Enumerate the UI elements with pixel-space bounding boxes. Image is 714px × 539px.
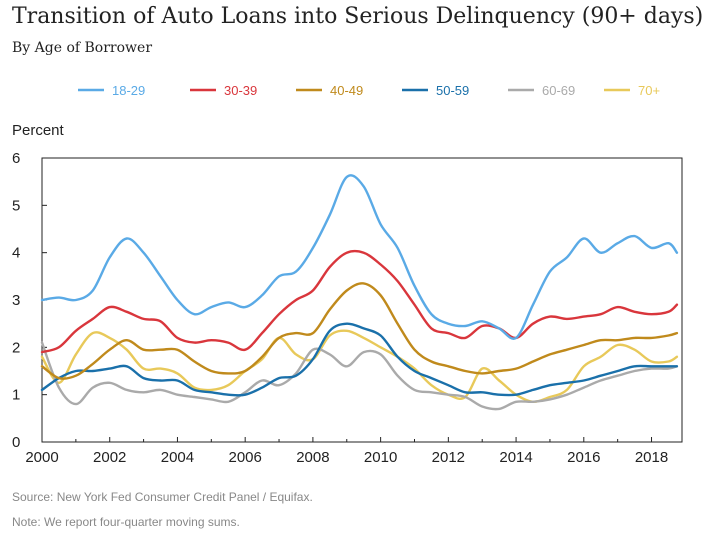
x-tick-label: 2008 — [296, 449, 329, 466]
legend-label-30-39: 30-39 — [224, 83, 257, 98]
legend-label-50-59: 50-59 — [436, 83, 469, 98]
x-tick-label: 2002 — [93, 449, 126, 466]
footnote: Note: We report four-quarter moving sums… — [12, 515, 240, 529]
legend-label-40-49: 40-49 — [330, 83, 363, 98]
series-lines — [40, 174, 679, 411]
x-tick-label: 2014 — [499, 449, 532, 466]
y-tick-label: 5 — [12, 197, 20, 214]
series-line-30-39 — [40, 249, 679, 354]
y-axis-label: Percent — [12, 122, 64, 139]
series-line-60-69 — [40, 341, 679, 411]
plot-frame — [41, 157, 683, 443]
series-line-40-49 — [40, 282, 679, 380]
source-note: Source: New York Fed Consumer Credit Pan… — [12, 490, 313, 504]
x-tick-label: 2006 — [228, 449, 261, 466]
chart-title: Transition of Auto Loans into Serious De… — [12, 4, 704, 29]
legend-label-18-29: 18-29 — [112, 83, 145, 98]
x-tick-label: 2004 — [161, 449, 194, 466]
x-tick-label: 2018 — [635, 449, 668, 466]
x-tick-label: 2012 — [432, 449, 465, 466]
chart-subtitle: By Age of Borrower — [12, 40, 153, 56]
x-tick-label: 2010 — [364, 449, 397, 466]
legend-label-70+: 70+ — [638, 83, 660, 98]
x-tick-label: 2000 — [25, 449, 58, 466]
y-tick-label: 0 — [12, 434, 20, 451]
y-tick-label: 2 — [12, 339, 20, 356]
x-tick-label: 2016 — [567, 449, 600, 466]
series-line-50-59 — [40, 322, 679, 397]
series-line-18-29 — [40, 174, 679, 340]
axes: 0 1 2 3 4 5 6 2000 2002 2004 2006 2008 2010 2012 2014 2… — [12, 150, 683, 466]
series-line-70+ — [40, 329, 679, 404]
y-tick-label: 3 — [12, 292, 20, 309]
y-tick-label: 6 — [12, 150, 20, 167]
y-tick-label: 4 — [12, 245, 20, 262]
legend: 18-29 30-39 40-49 50-59 60-69 70+ — [78, 83, 660, 98]
legend-label-60-69: 60-69 — [542, 83, 575, 98]
y-tick-label: 1 — [12, 387, 20, 404]
